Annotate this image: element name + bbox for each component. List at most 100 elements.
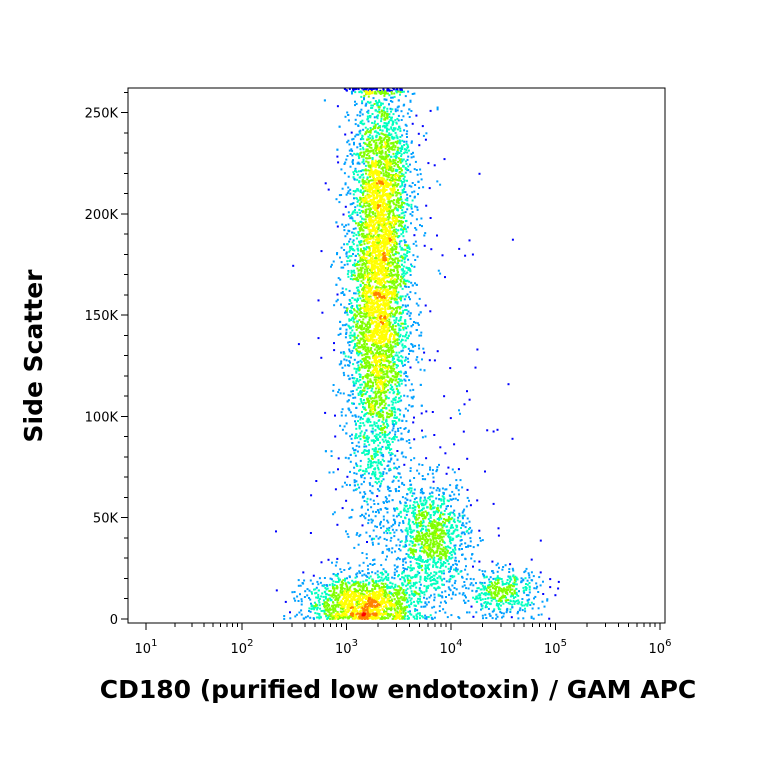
event-point bbox=[391, 359, 394, 362]
event-point bbox=[423, 543, 426, 546]
event-point bbox=[357, 420, 359, 423]
event-point bbox=[417, 602, 420, 605]
event-point bbox=[370, 462, 373, 465]
event-point bbox=[364, 315, 366, 318]
event-point bbox=[476, 499, 479, 502]
event-point bbox=[403, 507, 406, 510]
event-point bbox=[366, 588, 368, 591]
event-point bbox=[412, 388, 415, 391]
event-point bbox=[398, 521, 401, 524]
event-point bbox=[396, 450, 399, 452]
event-point bbox=[359, 191, 362, 193]
event-point bbox=[408, 268, 411, 270]
event-point bbox=[386, 426, 388, 429]
event-point bbox=[409, 389, 412, 392]
event-point bbox=[385, 130, 388, 133]
event-point bbox=[356, 344, 359, 347]
event-point bbox=[409, 274, 412, 276]
event-point bbox=[403, 144, 406, 146]
event-point bbox=[407, 553, 410, 556]
event-point bbox=[428, 496, 431, 498]
event-point bbox=[439, 601, 442, 604]
event-point bbox=[432, 514, 435, 517]
event-point bbox=[399, 93, 401, 96]
event-point bbox=[374, 525, 377, 528]
event-point bbox=[404, 198, 407, 201]
event-point bbox=[359, 249, 362, 252]
event-point bbox=[475, 600, 478, 603]
event-point bbox=[403, 372, 406, 375]
event-point bbox=[335, 394, 338, 397]
event-point bbox=[406, 357, 409, 360]
event-point bbox=[425, 603, 428, 606]
event-point bbox=[365, 470, 368, 473]
event-point bbox=[465, 596, 467, 599]
event-point bbox=[391, 349, 394, 352]
event-point bbox=[372, 104, 374, 107]
event-point bbox=[410, 487, 413, 490]
event-point bbox=[437, 509, 440, 512]
event-point bbox=[412, 511, 414, 514]
event-point bbox=[427, 497, 430, 500]
event-point bbox=[352, 202, 355, 205]
event-point bbox=[428, 568, 430, 571]
event-point bbox=[412, 350, 415, 353]
event-point bbox=[360, 184, 362, 187]
event-point bbox=[363, 443, 366, 446]
event-point bbox=[332, 513, 335, 516]
event-point bbox=[357, 252, 360, 255]
event-point bbox=[394, 417, 397, 419]
event-point bbox=[432, 558, 435, 561]
event-point bbox=[339, 610, 342, 613]
event-point bbox=[404, 379, 407, 382]
event-point bbox=[373, 455, 376, 458]
event-point bbox=[362, 469, 365, 472]
event-point bbox=[366, 503, 369, 506]
event-point bbox=[404, 191, 407, 194]
event-point bbox=[374, 572, 377, 575]
event-point bbox=[466, 390, 468, 393]
event-point bbox=[355, 264, 357, 266]
event-point bbox=[495, 599, 498, 602]
event-point bbox=[367, 522, 370, 525]
event-point bbox=[337, 333, 340, 336]
event-point bbox=[327, 188, 330, 191]
event-point bbox=[415, 114, 418, 117]
event-point bbox=[367, 397, 370, 400]
event-point bbox=[401, 146, 404, 148]
event-point bbox=[407, 155, 410, 158]
event-point bbox=[411, 541, 414, 544]
event-point bbox=[384, 394, 387, 397]
event-point bbox=[357, 286, 360, 289]
event-point bbox=[452, 530, 455, 533]
event-point bbox=[378, 414, 381, 417]
event-point bbox=[410, 536, 413, 539]
event-point bbox=[368, 418, 371, 421]
event-point bbox=[397, 296, 400, 299]
event-point bbox=[487, 590, 490, 593]
event-point bbox=[396, 149, 399, 152]
event-point bbox=[362, 435, 365, 438]
event-point bbox=[509, 563, 512, 566]
event-point bbox=[415, 518, 418, 521]
event-point bbox=[441, 254, 444, 257]
event-point bbox=[378, 126, 381, 129]
event-point bbox=[390, 452, 393, 455]
event-point bbox=[407, 286, 410, 288]
event-point bbox=[380, 109, 383, 112]
event-point bbox=[448, 557, 451, 560]
event-point bbox=[396, 566, 399, 569]
event-point bbox=[377, 576, 380, 579]
event-point bbox=[353, 197, 355, 200]
event-point bbox=[378, 100, 381, 103]
event-point bbox=[386, 117, 389, 119]
event-point bbox=[347, 394, 350, 397]
event-point bbox=[416, 469, 419, 472]
event-point bbox=[395, 156, 397, 159]
event-point bbox=[496, 575, 499, 578]
event-point bbox=[344, 414, 347, 417]
event-point bbox=[527, 601, 530, 604]
event-point bbox=[381, 550, 384, 553]
event-point bbox=[376, 114, 379, 117]
event-point bbox=[432, 565, 434, 568]
